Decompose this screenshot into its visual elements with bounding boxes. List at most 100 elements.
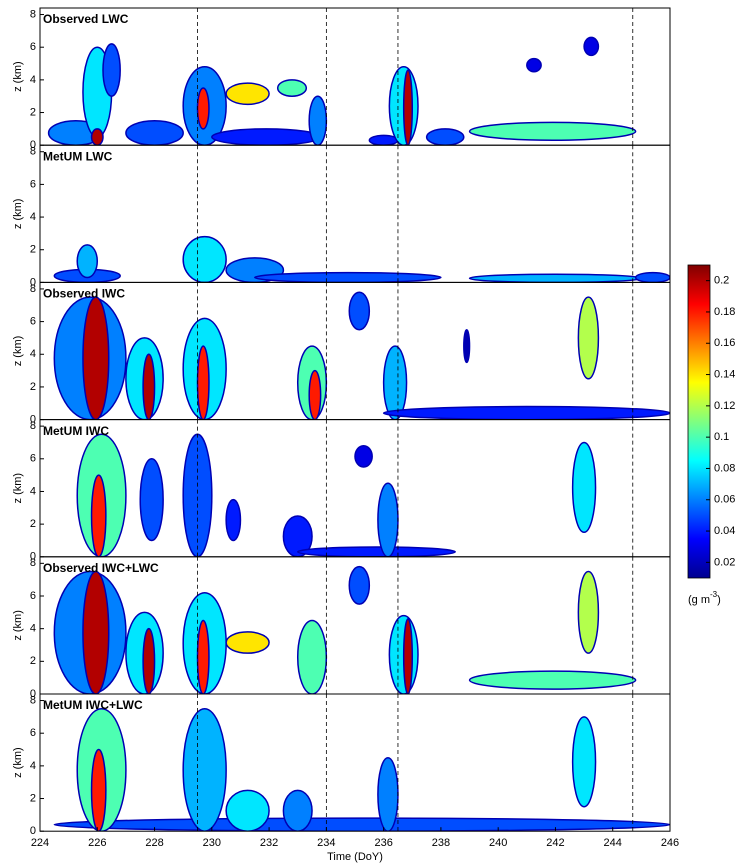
- contour-blob: [425, 128, 465, 146]
- contour-blob: [90, 474, 107, 557]
- colorbar-tick-label: 0.12: [714, 400, 735, 412]
- contour-blob: [308, 95, 328, 146]
- contour-blob: [463, 329, 471, 364]
- contour-blob: [90, 748, 107, 832]
- panel-title: Observed IWC: [43, 287, 125, 301]
- panel-title: MetUM LWC: [43, 149, 113, 163]
- panel: MetUM LWC 0 2 4 6 8 z (km): [12, 144, 671, 288]
- x-tick-label: 242: [546, 837, 564, 849]
- contour-blob: [377, 756, 399, 832]
- y-tick-label: 0: [30, 139, 36, 151]
- panel-title: Observed IWC+LWC: [43, 561, 159, 575]
- panel: Observed IWC 0 2 4 6 8 z (km): [12, 281, 671, 426]
- y-tick-label: 2: [30, 381, 36, 393]
- contour-blob: [348, 291, 371, 331]
- colorbar-tick-label: 0.2: [714, 275, 729, 287]
- y-tick-label: 6: [30, 41, 36, 53]
- x-tick-label: 226: [88, 837, 106, 849]
- contour-blob: [82, 570, 110, 694]
- y-tick-label: 4: [30, 485, 36, 497]
- panel-frame: [39, 144, 671, 283]
- y-axis-label: z (km): [12, 199, 24, 230]
- y-tick-label: 0: [30, 825, 36, 837]
- colorbar-tick-label: 0.1: [714, 431, 729, 443]
- y-tick-label: 8: [30, 694, 36, 706]
- contour-blob: [634, 271, 670, 283]
- y-tick-label: 6: [30, 453, 36, 465]
- y-tick-label: 4: [30, 760, 36, 772]
- x-tick-label: 244: [604, 837, 622, 849]
- contour-blob: [577, 570, 600, 654]
- y-tick-label: 2: [30, 106, 36, 118]
- y-tick-label: 4: [30, 74, 36, 86]
- y-tick-label: 4: [30, 623, 36, 635]
- contour-field: [53, 291, 670, 420]
- y-tick-label: 0: [30, 414, 36, 426]
- contour-blob: [571, 441, 597, 534]
- contour-blob: [102, 43, 121, 97]
- contour-blob: [90, 128, 104, 146]
- contour-blob: [196, 345, 210, 420]
- contour-field: [53, 707, 670, 832]
- y-tick-label: 4: [30, 211, 36, 223]
- y-tick-label: 0: [30, 551, 36, 563]
- y-tick-label: 2: [30, 518, 36, 530]
- panel: Observed IWC+LWC 0 2 4 6 8 z (km): [12, 556, 671, 700]
- x-tick-label: 224: [31, 837, 49, 849]
- contour-blob: [282, 515, 313, 557]
- contour-blob: [348, 565, 371, 605]
- colorbar-tick-label: 0.06: [714, 494, 735, 506]
- contour-blob: [182, 433, 213, 557]
- contour-blob: [254, 271, 442, 283]
- contour-blob: [125, 119, 184, 146]
- contour-blob: [142, 353, 156, 420]
- x-tick-label: 238: [432, 837, 450, 849]
- contour-blob: [382, 405, 670, 420]
- x-tick-label: 234: [317, 837, 335, 849]
- y-axis-label: z (km): [12, 747, 24, 778]
- colorbar-tick-label: 0.14: [714, 368, 735, 380]
- y-tick-label: 8: [30, 146, 36, 158]
- panel-title: Observed LWC: [43, 12, 129, 26]
- contour-blob: [577, 296, 600, 380]
- contour-blob: [297, 546, 456, 557]
- y-tick-label: 8: [30, 557, 36, 569]
- y-tick-label: 8: [30, 8, 36, 20]
- y-axis-label: z (km): [12, 610, 24, 641]
- contour-blob: [382, 345, 408, 420]
- y-axis-label: z (km): [12, 61, 24, 92]
- y-tick-label: 0: [30, 276, 36, 288]
- x-tick-label: 240: [489, 837, 507, 849]
- contour-blob: [225, 82, 270, 106]
- y-tick-label: 2: [30, 792, 36, 804]
- contour-blob: [142, 627, 156, 694]
- contour-blob: [196, 619, 210, 694]
- colorbar-tick-label: 0.04: [714, 525, 735, 537]
- contour-blob: [225, 631, 270, 654]
- contour-blob: [377, 482, 399, 557]
- colorbar-tick-label: 0.18: [714, 306, 735, 318]
- y-tick-label: 8: [30, 283, 36, 295]
- contour-blob: [583, 36, 600, 57]
- contour-blob: [225, 789, 270, 832]
- y-tick-label: 6: [30, 727, 36, 739]
- contour-blob: [76, 244, 99, 279]
- colorbar-tick-label: 0.08: [714, 462, 735, 474]
- colorbar-tick-label: 0.16: [714, 337, 735, 349]
- contour-blob: [308, 369, 322, 420]
- y-tick-label: 6: [30, 316, 36, 328]
- contour-blob: [282, 789, 313, 832]
- y-tick-label: 8: [30, 420, 36, 432]
- panel: Observed LWC 0 2 4 6 8 z (km): [12, 7, 671, 151]
- contour-blob: [182, 235, 227, 283]
- contour-blob: [211, 128, 322, 146]
- x-axis-label: Time (DoY): [327, 851, 383, 863]
- contour-blob: [468, 670, 637, 690]
- contour-blob: [354, 444, 373, 468]
- contour-blob: [402, 618, 414, 694]
- panel: MetUM IWC 0 2 4 6 8 z (km): [12, 419, 671, 563]
- x-tick-label: 232: [260, 837, 278, 849]
- colorbar-label: (g m-3): [688, 590, 721, 606]
